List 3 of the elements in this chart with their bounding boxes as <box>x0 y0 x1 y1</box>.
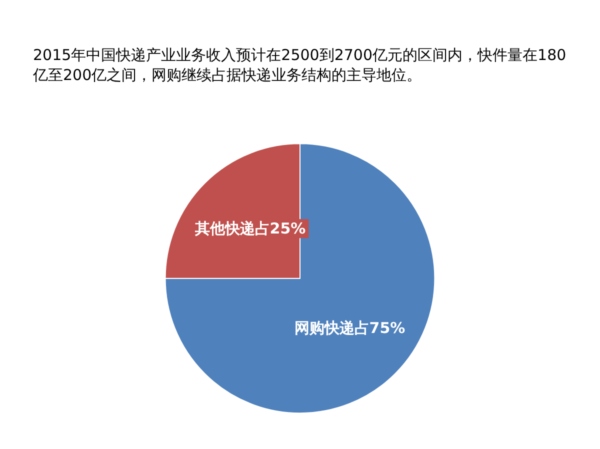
chart-title: 2015年中国快递产业业务收入预计在2500到2700亿元的区间内，快件量在180亿至200亿之间，网购继续占据快递业务结构的主导地位。 <box>32 46 566 84</box>
data-label: 其他快递占25% <box>194 220 306 238</box>
data-label: 网购快递占75% <box>294 319 406 338</box>
